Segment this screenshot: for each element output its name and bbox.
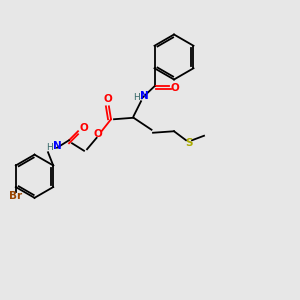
Text: H: H (46, 143, 53, 152)
Text: N: N (140, 91, 148, 101)
Text: N: N (52, 141, 62, 151)
Text: O: O (170, 83, 179, 93)
Text: O: O (80, 123, 88, 133)
Text: S: S (185, 138, 193, 148)
Text: H: H (133, 93, 140, 102)
Text: O: O (93, 129, 102, 139)
Text: Br: Br (9, 191, 22, 201)
Text: O: O (103, 94, 112, 104)
